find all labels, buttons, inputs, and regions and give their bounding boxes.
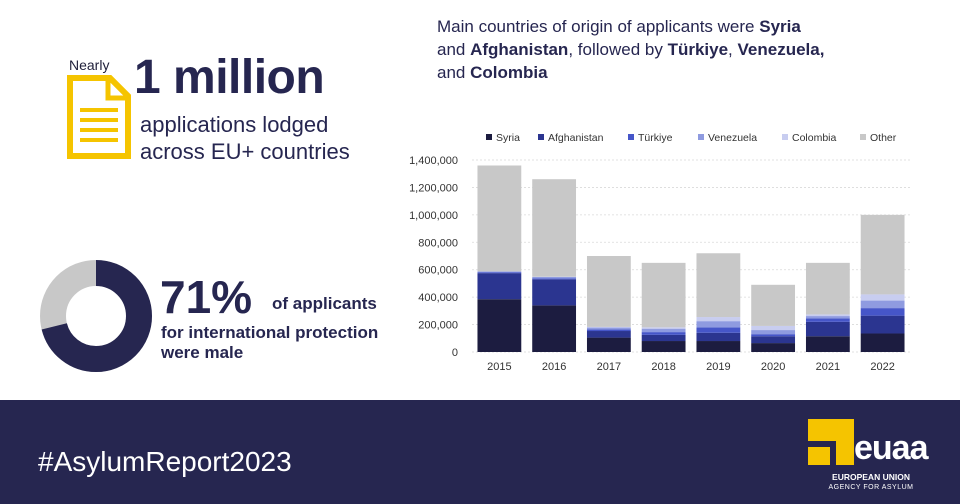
x-tick-label: 2017 [597, 361, 621, 373]
stat-prefix: Nearly [69, 57, 109, 73]
bar-segment-syria [587, 338, 631, 352]
euaa-logo-word: euaa [854, 429, 928, 468]
legend-swatch [782, 134, 788, 140]
bar-segment-other [642, 263, 686, 327]
euaa-logo-mark [806, 417, 856, 467]
bar-segment-other [696, 253, 740, 317]
bar-segment-syria [861, 333, 905, 352]
bar-segment-colombia [642, 327, 686, 328]
bar-segment-afghanistan [751, 336, 795, 343]
bar-segment-venezuela [861, 301, 905, 309]
legend-label: Afghanistan [548, 132, 604, 144]
x-tick-label: 2021 [816, 361, 840, 373]
stat-description-line2: across EU+ countries [140, 139, 350, 165]
x-tick-label: 2019 [706, 361, 730, 373]
chart-title: Main countries of origin of applicants w… [437, 15, 907, 84]
bar-segment-syria [532, 305, 576, 352]
bar-segment-other [861, 215, 905, 295]
legend-swatch [698, 134, 704, 140]
legend-label: Other [870, 132, 897, 144]
bar-segment-afghanistan [861, 316, 905, 334]
legend-label: Venezuela [708, 132, 757, 144]
bar-segment-afghanistan [587, 331, 631, 338]
person-icon [89, 296, 103, 336]
stat-description-line1: applications lodged [140, 112, 328, 138]
bar-segment-afghanistan [532, 279, 576, 305]
bar-segment-other [587, 256, 631, 327]
euaa-logo-line1: EUROPEAN UNION [806, 472, 936, 482]
y-tick-label: 200,000 [418, 320, 458, 332]
y-tick-label: 1,200,000 [409, 182, 458, 194]
bar-segment-türkiye [477, 272, 521, 273]
document-icon [66, 74, 132, 160]
x-tick-label: 2015 [487, 361, 511, 373]
bar-segment-syria [642, 341, 686, 352]
footer-bar: #AsylumReport2023 euaa EUROPEAN UNION AG… [0, 400, 960, 504]
y-tick-label: 0 [452, 347, 458, 359]
y-tick-label: 400,000 [418, 292, 458, 304]
bar-segment-afghanistan [477, 273, 521, 299]
bar-segment-venezuela [587, 328, 631, 330]
x-tick-label: 2020 [761, 361, 785, 373]
bar-segment-türkiye [751, 334, 795, 336]
y-tick-label: 800,000 [418, 237, 458, 249]
bar-segment-colombia [696, 317, 740, 321]
bar-segment-other [806, 263, 850, 315]
bar-segment-other [751, 285, 795, 326]
y-axis: 0 200,000 400,000 600,000 800,000 1,000,000 1,… [409, 155, 458, 359]
bar-segment-türkiye [861, 308, 905, 316]
legend-label: Colombia [792, 132, 837, 144]
bar-segment-türkiye [696, 327, 740, 332]
stat-percent-line1: of applicants [272, 294, 377, 314]
legend-swatch [628, 134, 634, 140]
bar-segment-syria [696, 341, 740, 352]
euaa-logo-line2: AGENCY FOR ASYLUM [806, 484, 936, 491]
stat-percent-line3: were male [161, 343, 243, 363]
bar-segment-venezuela [642, 329, 686, 332]
y-tick-label: 1,000,000 [409, 210, 458, 222]
bar-segment-syria [751, 343, 795, 352]
stacked-bar-chart: Syria Afghanistan Türkiye Venezuela Colombia… [390, 120, 920, 380]
chart-legend: Syria Afghanistan Türkiye Venezuela Colombia… [486, 132, 897, 144]
legend-swatch [486, 134, 492, 140]
bar-segment-syria [806, 336, 850, 352]
legend-label: Syria [496, 132, 520, 144]
bar-segment-colombia [587, 327, 631, 328]
chart-bars [477, 165, 904, 352]
bar-segment-türkiye [587, 329, 631, 331]
bar-segment-afghanistan [642, 335, 686, 341]
legend-swatch [538, 134, 544, 140]
x-axis: 2015 2016 2017 2018 2019 2020 2021 2022 [487, 361, 895, 373]
stat-headline: 1 million [134, 50, 324, 105]
bar-segment-venezuela [806, 316, 850, 318]
stat-percent: 71% [160, 270, 252, 324]
bar-segment-afghanistan [696, 333, 740, 341]
bar-segment-türkiye [532, 278, 576, 279]
bar-segment-colombia [861, 294, 905, 300]
bar-segment-türkiye [806, 318, 850, 321]
bar-segment-venezuela [532, 277, 576, 278]
y-tick-label: 600,000 [418, 265, 458, 277]
x-tick-label: 2016 [542, 361, 566, 373]
x-tick-label: 2022 [870, 361, 894, 373]
bar-segment-other [532, 179, 576, 277]
hashtag: #AsylumReport2023 [38, 446, 292, 478]
bar-segment-venezuela [696, 321, 740, 327]
bar-segment-venezuela [477, 271, 521, 272]
bar-segment-venezuela [751, 330, 795, 334]
bar-segment-colombia [751, 326, 795, 330]
bar-segment-syria [477, 299, 521, 352]
bar-segment-türkiye [642, 332, 686, 335]
y-tick-label: 1,400,000 [409, 155, 458, 167]
male-share-donut [40, 260, 152, 372]
x-tick-label: 2018 [651, 361, 675, 373]
bar-segment-colombia [806, 314, 850, 316]
bar-segment-afghanistan [806, 322, 850, 336]
bar-segment-other [477, 165, 521, 271]
euaa-logo: euaa EUROPEAN UNION AGENCY FOR ASYLUM [806, 417, 936, 495]
legend-label: Türkiye [638, 132, 673, 144]
legend-swatch [860, 134, 866, 140]
stat-percent-line2: for international protection [161, 323, 378, 343]
